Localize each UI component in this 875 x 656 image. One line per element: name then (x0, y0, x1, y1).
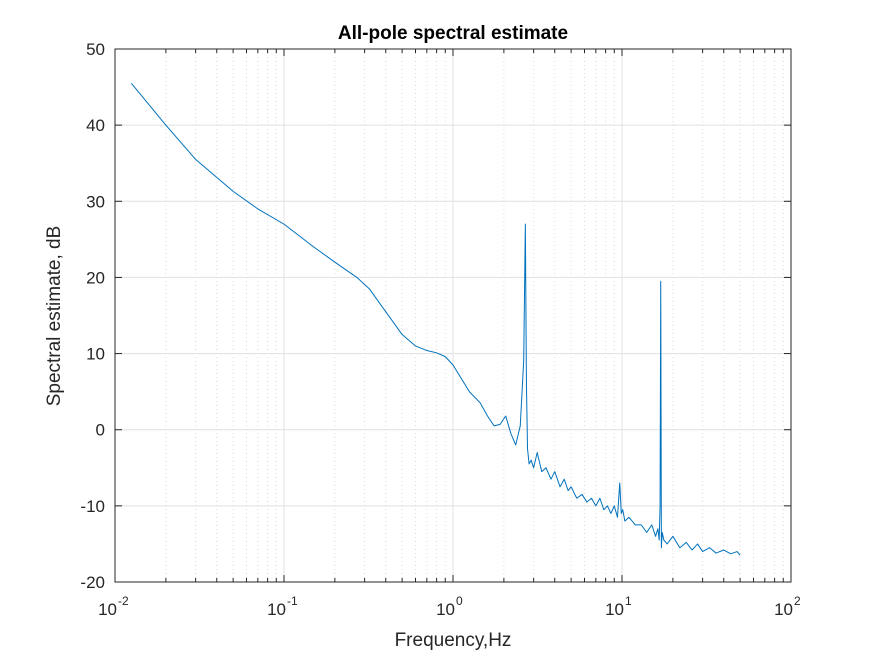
x-tick-label-base: 10 (436, 600, 455, 619)
y-tick-label: 20 (86, 268, 105, 287)
tick-marks (114, 48, 792, 583)
x-tick-label: 10 2 (774, 594, 801, 619)
x-tick-label: 10 0 (436, 594, 463, 619)
y-axis-label: Spectral estimate, dB (44, 226, 65, 407)
y-tick-label: 30 (86, 192, 105, 211)
x-tick-label: 10 -2 (98, 594, 129, 619)
x-tick-label-base: 10 (267, 600, 286, 619)
x-axis-label: Frequency,Hz (395, 630, 512, 651)
spectral-estimate-line (130, 82, 741, 556)
y-tick-label: -20 (80, 573, 105, 592)
y-tick-label: 10 (86, 345, 105, 364)
x-tick-label: 10 1 (605, 594, 632, 619)
chart-title: All-pole spectral estimate (338, 23, 568, 44)
x-tick-label-base: 10 (98, 600, 117, 619)
x-tick-label: 10 -1 (267, 594, 298, 619)
x-tick-label-exponent: -2 (118, 594, 129, 608)
x-tick-label-exponent: 0 (456, 594, 463, 608)
x-tick-label-base: 10 (605, 600, 624, 619)
x-tick-label-exponent: 1 (625, 594, 632, 608)
y-tick-label: 50 (86, 40, 105, 59)
y-tick-label: 0 (96, 421, 105, 440)
y-tick-label: 40 (86, 116, 105, 135)
x-tick-labels: 10 -2 10 -1 10 0 10 1 10 2 (98, 594, 801, 619)
x-tick-label-exponent: 2 (794, 594, 801, 608)
y-tick-label: -10 (80, 497, 105, 516)
x-tick-label-base: 10 (774, 600, 793, 619)
y-tick-labels: -20 -10 0 10 20 30 40 50 (80, 40, 105, 592)
series-layer (130, 82, 741, 556)
minor-grid (165, 49, 784, 582)
x-tick-label-exponent: -1 (287, 594, 298, 608)
